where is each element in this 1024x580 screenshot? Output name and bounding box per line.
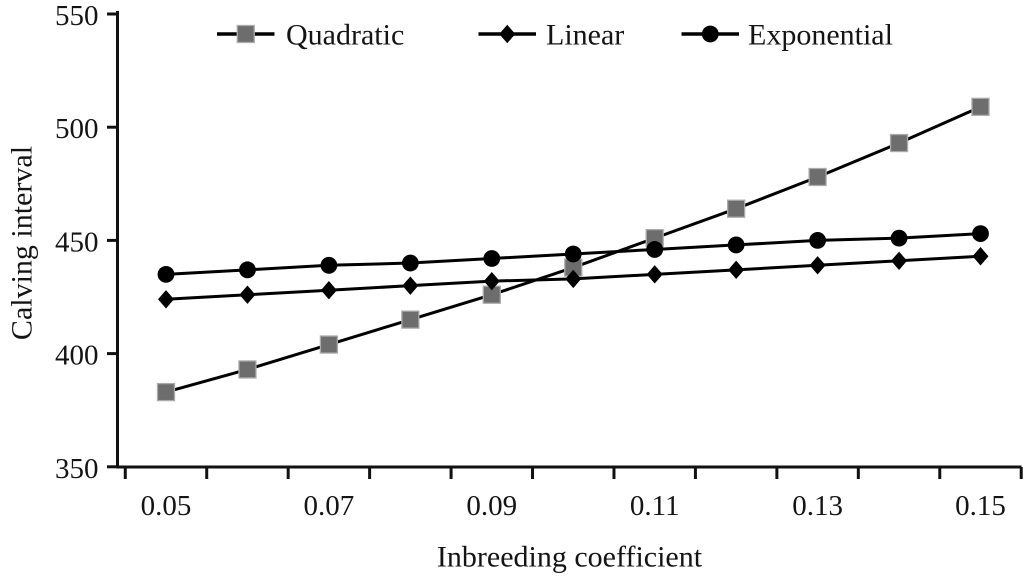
legend-item-quadratic: Quadratic — [217, 19, 404, 52]
circle-marker-icon — [972, 225, 989, 243]
axes: 350 400 450 500 550 0.05 0.07 0.09 0.11 0.13 0.15 — [55, 0, 1023, 522]
x-axis-title: Inbreeding coefficient — [437, 541, 703, 574]
legend: Quadratic Linear Exponential — [217, 19, 893, 52]
x-axis-ticks: 0.05 0.07 0.09 0.11 0.13 0.15 — [123, 467, 1023, 522]
y-tick-label: 400 — [55, 340, 99, 372]
circle-marker-icon — [890, 229, 908, 247]
circle-marker-icon — [646, 241, 664, 258]
diamond-marker-icon — [402, 276, 419, 295]
diamond-marker-icon — [483, 271, 500, 291]
y-axis-ticks: 350 400 450 500 550 — [55, 0, 118, 485]
legend-label-exponential: Exponential — [748, 19, 893, 52]
x-tick-label: 0.05 — [141, 490, 192, 522]
square-marker-icon — [401, 310, 420, 329]
square-marker-icon — [971, 97, 990, 116]
circle-marker-icon — [320, 256, 338, 274]
diamond-marker-icon — [646, 265, 663, 284]
y-axis-title: Calving interval — [6, 146, 39, 340]
x-tick-label: 0.13 — [792, 490, 843, 522]
circle-marker-icon — [727, 236, 745, 254]
x-tick-label: 0.15 — [955, 490, 1006, 522]
diamond-marker-icon — [158, 290, 174, 309]
square-marker-icon — [238, 360, 257, 379]
legend-item-exponential: Exponential — [681, 19, 893, 52]
series-exponential — [157, 225, 989, 283]
circle-marker-icon — [564, 245, 582, 263]
square-marker-icon — [319, 335, 339, 354]
diamond-marker-icon — [891, 251, 908, 270]
y-tick-label: 500 — [55, 113, 99, 145]
x-tick-label: 0.07 — [304, 490, 355, 522]
square-marker-icon — [156, 382, 176, 402]
series-linear — [158, 247, 989, 309]
square-marker-icon — [727, 199, 746, 218]
circle-marker-icon — [239, 261, 256, 279]
circle-marker-icon — [809, 232, 826, 249]
square-marker-icon — [808, 167, 827, 187]
diamond-marker-icon — [565, 269, 582, 289]
circle-marker-icon — [401, 254, 419, 272]
diamond-marker-icon — [809, 256, 826, 275]
diamond-marker-icon — [499, 24, 516, 44]
square-marker-icon — [889, 133, 909, 153]
x-tick-label: 0.09 — [466, 490, 517, 522]
circle-marker-icon — [701, 25, 719, 43]
legend-label-quadratic: Quadratic — [286, 19, 404, 52]
square-marker-icon — [236, 24, 255, 44]
circle-marker-icon — [157, 265, 175, 283]
legend-label-linear: Linear — [546, 19, 624, 52]
legend-item-linear: Linear — [478, 19, 624, 52]
x-tick-label: 0.11 — [630, 490, 680, 522]
diamond-marker-icon — [239, 285, 256, 304]
y-tick-label: 350 — [55, 453, 99, 485]
diamond-marker-icon — [972, 247, 989, 266]
circle-marker-icon — [483, 250, 501, 267]
diamond-marker-icon — [320, 281, 337, 300]
y-tick-label: 550 — [55, 0, 99, 32]
series-quadratic — [156, 97, 990, 402]
y-tick-label: 450 — [55, 226, 99, 258]
diamond-marker-icon — [728, 260, 745, 280]
